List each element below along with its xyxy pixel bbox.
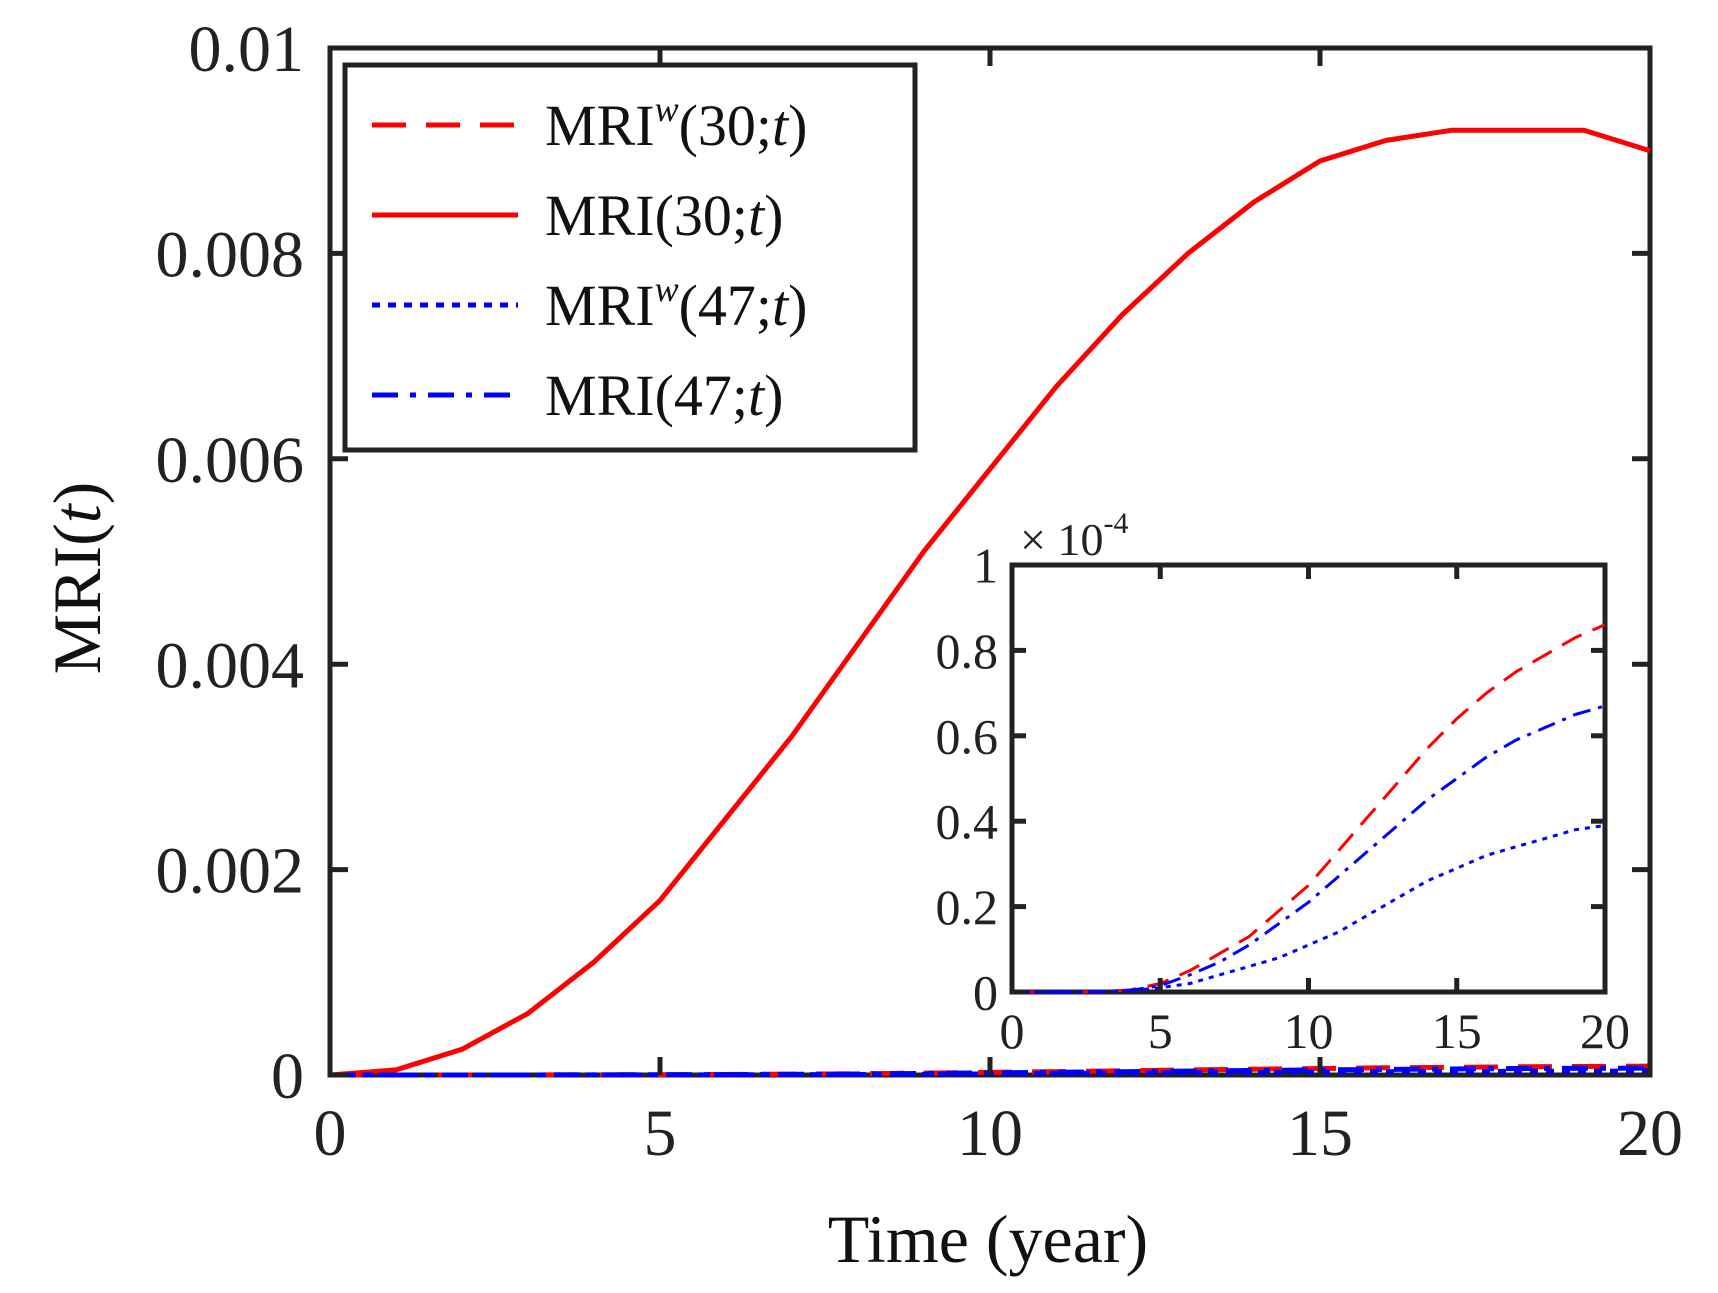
main-y-tick-label-0: 0 — [271, 1040, 304, 1113]
inset-multiplier-label: × 10-4 — [1020, 507, 1128, 565]
inset-ticks-group: 0 5 10 15 20 0 0.2 0.4 0.6 0.8 1 — [936, 538, 1631, 1060]
inset-series-line-1 — [1012, 824, 1606, 994]
main-x-tick-label-4: 20 — [1617, 1097, 1683, 1170]
inset-y-tick-label-3: 0.6 — [936, 708, 999, 764]
inset-x-tick-label-3: 15 — [1432, 1003, 1482, 1059]
legend: MRIw(30;t) MRI(30;t) MRIw(47;t) MRI(47;t… — [342, 62, 918, 453]
inset-axes — [1009, 562, 1608, 995]
inset-x-tick-label-1: 5 — [1148, 1003, 1173, 1059]
inset-y-tick-label-0: 0 — [973, 965, 998, 1021]
inset-series-line-2 — [1012, 704, 1606, 994]
inset-y-tick-label-2: 0.4 — [936, 794, 999, 850]
inset-y-tick-label-5: 1 — [973, 538, 998, 594]
main-x-tick-label-2: 10 — [957, 1097, 1023, 1170]
legend-label-0: MRIw(30;t) — [545, 89, 807, 158]
inset-y-tick-label-1: 0.2 — [936, 879, 999, 935]
x-axis-title: Time (year) — [828, 1201, 1148, 1277]
legend-label-3: MRI(47;t) — [545, 363, 783, 428]
main-y-tick-label-5: 0.01 — [189, 13, 305, 86]
inset-series-group — [1012, 623, 1606, 994]
main-x-tick-label-0: 0 — [314, 1097, 347, 1170]
main-y-tick-label-4: 0.008 — [156, 219, 305, 292]
legend-label-1: MRI(30;t) — [545, 183, 783, 248]
y-axis-title: MRI(t) — [39, 482, 115, 675]
inset-x-tick-label-2: 10 — [1284, 1003, 1334, 1059]
legend-box — [342, 62, 918, 453]
inset-plot-frame — [1009, 562, 1608, 995]
main-y-tick-label-1: 0.002 — [156, 835, 305, 908]
inset-y-tick-label-4: 0.8 — [936, 623, 999, 679]
inset-x-tick-label-0: 0 — [1000, 1003, 1025, 1059]
inset-x-tick-label-4: 20 — [1580, 1003, 1630, 1059]
inset-series-line-0 — [1012, 623, 1606, 994]
main-x-tick-label-1: 5 — [644, 1097, 677, 1170]
main-x-tick-label-3: 15 — [1287, 1097, 1353, 1170]
main-y-tick-label-2: 0.004 — [156, 629, 305, 702]
main-y-tick-label-3: 0.006 — [156, 424, 305, 497]
main-series-line-1 — [329, 127, 1651, 1078]
legend-label-2: MRIw(47;t) — [545, 269, 807, 338]
legend-swatches — [372, 122, 518, 398]
